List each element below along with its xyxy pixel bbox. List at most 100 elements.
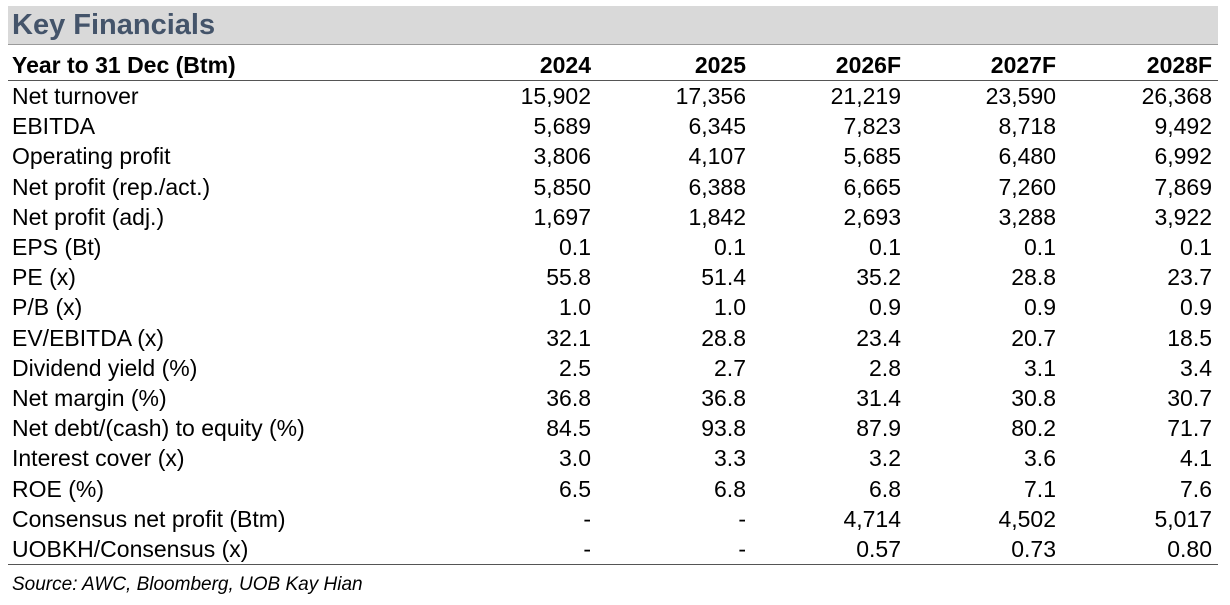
- row-value: 2.5: [559, 354, 591, 381]
- table-row: P/B (x) 1.0 1.0 0.9 0.9 0.9: [8, 292, 1218, 322]
- row-label: Net margin (%): [12, 384, 167, 411]
- row-value: 23.4: [856, 324, 901, 351]
- table-row: ROE (%) 6.5 6.8 6.8 7.1 7.6: [8, 473, 1218, 503]
- row-label: ROE (%): [12, 475, 104, 502]
- row-value: -: [442, 533, 597, 565]
- year-header: 2027F: [907, 49, 1062, 81]
- table-row: Operating profit 3,806 4,107 5,685 6,480 6,99…: [8, 141, 1218, 171]
- row-value: 7.6: [1180, 475, 1212, 502]
- row-value: 0.73: [907, 533, 1062, 565]
- row-value: 28.8: [1011, 264, 1056, 291]
- row-label: PE (x): [12, 264, 76, 291]
- row-value: 3.6: [1024, 445, 1056, 472]
- row-value: 0.9: [1024, 294, 1056, 321]
- row-value: 6.8: [869, 475, 901, 502]
- row-value: 0.9: [1180, 294, 1212, 321]
- year-header: 2024: [442, 49, 597, 81]
- page-title: Key Financials: [12, 9, 216, 41]
- row-value: 0.1: [1180, 234, 1212, 261]
- row-value: 6,345: [688, 113, 746, 140]
- row-value: 0.1: [869, 234, 901, 261]
- table-row: EV/EBITDA (x) 32.1 28.8 23.4 20.7 18.5: [8, 323, 1218, 353]
- row-value: 7.1: [1024, 475, 1056, 502]
- row-value: 0.1: [1024, 234, 1056, 261]
- row-value: 20.7: [1011, 324, 1056, 351]
- row-value: 3,288: [998, 203, 1056, 230]
- row-value: 87.9: [856, 415, 901, 442]
- row-value: 4.1: [1180, 445, 1212, 472]
- row-value: 2.7: [714, 354, 746, 381]
- row-label: Net profit (rep./act.): [12, 173, 211, 200]
- row-value: 31.4: [856, 384, 901, 411]
- row-label: Dividend yield (%): [12, 354, 198, 381]
- row-value: 5,850: [533, 173, 591, 200]
- year-header: 2025: [597, 49, 752, 81]
- row-value: 3.0: [559, 445, 591, 472]
- table-row: Dividend yield (%) 2.5 2.7 2.8 3.1 3.4: [8, 353, 1218, 383]
- row-value: 6,480: [998, 143, 1056, 170]
- row-label: Net turnover: [12, 83, 139, 110]
- row-value: 6.5: [559, 475, 591, 502]
- row-value: 4,714: [843, 505, 901, 532]
- table-row: EPS (Bt) 0.1 0.1 0.1 0.1 0.1: [8, 232, 1218, 262]
- row-value: 36.8: [701, 384, 746, 411]
- row-value: 35.2: [856, 264, 901, 291]
- table-body: Net turnover 15,902 17,356 21,219 23,590 26,3…: [8, 81, 1218, 565]
- table-row: Consensus net profit (Btm) - - 4,714 4,502 5,…: [8, 504, 1218, 534]
- row-value: 51.4: [701, 264, 746, 291]
- row-value: 3,922: [1154, 203, 1212, 230]
- row-value: 3,806: [533, 143, 591, 170]
- row-value: 15,902: [520, 83, 591, 110]
- row-value: 8,718: [998, 113, 1056, 140]
- row-value: 7,260: [998, 173, 1056, 200]
- row-value: -: [597, 533, 752, 565]
- row-value: 3.4: [1180, 354, 1212, 381]
- table-row: PE (x) 55.8 51.4 35.2 28.8 23.7: [8, 262, 1218, 292]
- row-value: 28.8: [701, 324, 746, 351]
- title-bar: Key Financials: [8, 6, 1218, 45]
- row-label: EBITDA: [12, 113, 96, 140]
- header-label: Year to 31 Dec (Btm): [8, 49, 442, 81]
- row-value: 1.0: [714, 294, 746, 321]
- row-value: 84.5: [546, 415, 591, 442]
- source-note: Source: AWC, Bloomberg, UOB Kay Hian: [12, 574, 363, 595]
- table-row: EBITDA 5,689 6,345 7,823 8,718 9,492: [8, 111, 1218, 141]
- table-row: Net turnover 15,902 17,356 21,219 23,590 26,3…: [8, 81, 1218, 112]
- row-value: -: [583, 505, 591, 532]
- row-value: 23,590: [985, 83, 1056, 110]
- row-label: Consensus net profit (Btm): [12, 505, 286, 532]
- row-value: 6,388: [688, 173, 746, 200]
- row-value: 5,689: [533, 113, 591, 140]
- row-value: 6,665: [843, 173, 901, 200]
- table-row: UOBKH/Consensus (x) - -0.57 0.73 0.80: [8, 533, 1218, 565]
- row-value: 23.7: [1167, 264, 1212, 291]
- table-row: Net profit (adj.) 1,697 1,842 2,693 3,288 3,9…: [8, 202, 1218, 232]
- row-value: 30.7: [1167, 384, 1212, 411]
- row-value: 2,693: [843, 203, 901, 230]
- row-value: 21,219: [830, 83, 901, 110]
- row-label: Net debt/(cash) to equity (%): [12, 415, 305, 442]
- row-label: P/B (x): [12, 294, 83, 321]
- row-label: UOBKH/Consensus (x): [8, 533, 442, 565]
- row-value: 6,992: [1154, 143, 1212, 170]
- year-header: 2026F: [752, 49, 907, 81]
- key-financials-table: Year to 31 Dec (Btm) 2024 2025 2026F 202…: [8, 49, 1218, 565]
- row-value: 1,697: [533, 203, 591, 230]
- row-value: 0.1: [714, 234, 746, 261]
- row-value: 2.8: [869, 354, 901, 381]
- row-value: 5,685: [843, 143, 901, 170]
- table-header-row: Year to 31 Dec (Btm) 2024 2025 2026F 202…: [8, 49, 1218, 81]
- row-label: Operating profit: [12, 143, 171, 170]
- row-label: Interest cover (x): [12, 445, 185, 472]
- row-value: 0.80: [1062, 533, 1218, 565]
- table-row: Net margin (%) 36.8 36.8 31.4 30.8 30.7: [8, 383, 1218, 413]
- table-row: Interest cover (x) 3.0 3.3 3.2 3.6 4.1: [8, 443, 1218, 473]
- row-label: EV/EBITDA (x): [12, 324, 165, 351]
- row-value: 18.5: [1167, 324, 1212, 351]
- row-value: 0.9: [869, 294, 901, 321]
- row-value: 0.57: [752, 533, 907, 565]
- row-value: 55.8: [546, 264, 591, 291]
- row-value: 17,356: [675, 83, 746, 110]
- row-label: Net profit (adj.): [12, 203, 165, 230]
- row-value: 7,869: [1154, 173, 1212, 200]
